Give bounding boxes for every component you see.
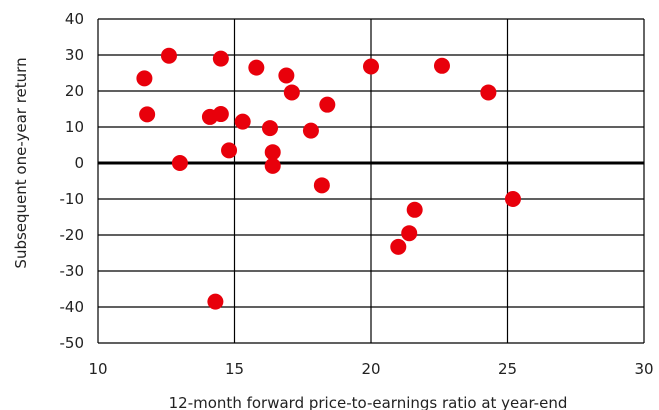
y-tick-label: -40 bbox=[60, 298, 85, 316]
data-point bbox=[264, 157, 281, 174]
data-point bbox=[390, 238, 407, 255]
y-tick-labels: 40 30 20 10 0 -10 -20 -30 -40 -50 bbox=[60, 10, 85, 352]
data-point bbox=[248, 59, 265, 76]
y-tick-label: 10 bbox=[65, 118, 84, 136]
x-tick-label: 30 bbox=[634, 360, 653, 378]
data-point bbox=[264, 144, 281, 161]
y-axis-title: Subsequent one-year return bbox=[12, 57, 30, 268]
data-point bbox=[319, 96, 336, 113]
y-tick-label: 0 bbox=[74, 154, 84, 172]
data-point bbox=[278, 67, 295, 84]
data-points bbox=[136, 47, 521, 310]
data-point bbox=[212, 50, 229, 67]
data-point bbox=[207, 293, 224, 310]
y-tick-label: -20 bbox=[60, 226, 85, 244]
x-tick-label: 25 bbox=[498, 360, 517, 378]
x-tick-label: 20 bbox=[361, 360, 380, 378]
data-point bbox=[139, 106, 156, 123]
data-point bbox=[283, 84, 300, 101]
y-tick-label: -10 bbox=[60, 190, 85, 208]
data-point bbox=[160, 47, 177, 64]
data-point bbox=[504, 191, 521, 207]
y-tick-label: -50 bbox=[60, 334, 85, 352]
data-point bbox=[302, 122, 319, 139]
data-point bbox=[480, 84, 497, 101]
y-tick-label: 30 bbox=[65, 46, 84, 64]
x-axis-title: 12-month forward price-to-earnings ratio… bbox=[169, 394, 568, 410]
data-point bbox=[221, 142, 238, 159]
data-point bbox=[401, 225, 418, 242]
data-point bbox=[171, 155, 188, 171]
data-point bbox=[406, 201, 423, 218]
y-tick-label: -30 bbox=[60, 262, 85, 280]
data-point bbox=[136, 70, 153, 87]
data-point bbox=[212, 106, 229, 123]
data-point bbox=[433, 57, 450, 74]
data-point bbox=[261, 120, 278, 137]
data-point bbox=[363, 58, 379, 75]
y-tick-label: 40 bbox=[65, 10, 84, 28]
x-tick-labels: 10 15 20 25 30 bbox=[88, 360, 653, 378]
y-tick-label: 20 bbox=[65, 82, 84, 100]
x-tick-label: 15 bbox=[225, 360, 244, 378]
data-point bbox=[234, 113, 251, 130]
x-tick-label: 10 bbox=[88, 360, 107, 378]
data-point bbox=[313, 177, 330, 194]
